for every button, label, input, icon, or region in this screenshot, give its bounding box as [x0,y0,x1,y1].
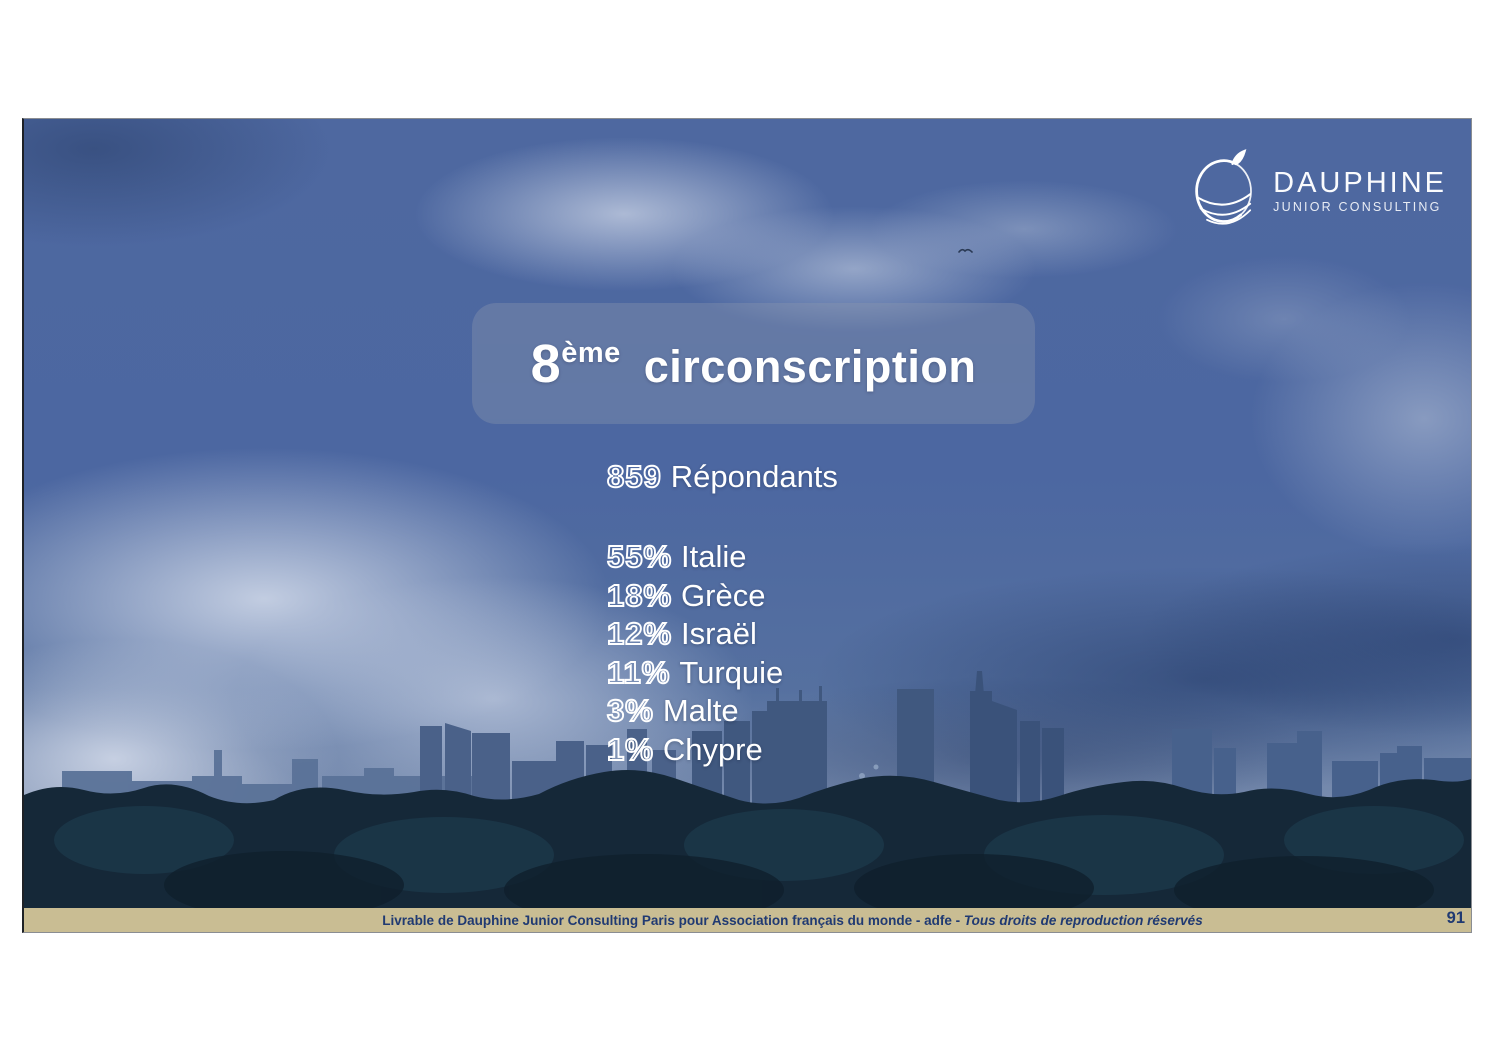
stat-row-chypre: 1% Chypre [606,731,838,770]
country-stats-list: 55% Italie 18% Grèce 12% Israël 11% Turquie … [606,538,838,770]
stat-label: Israël [681,616,757,652]
stat-row-turquie: 11% Turquie [606,654,838,693]
slide-title: 8ème circonscription [531,333,977,395]
stat-label: Italie [681,539,747,574]
globe-icon [1195,149,1253,225]
footer-bar: Livrable de Dauphine Junior Consulting P… [24,908,1471,932]
footer-text-italic: Tous droits de reproduction réservés [963,912,1203,928]
title-ordinal: ème [561,336,621,369]
dauphine-logo: DAUPHINE JUNIOR CONSULTING [1183,145,1447,237]
city-skyline [24,671,1471,910]
respondents-label: Répondants [670,459,838,494]
title-number: 8 [530,333,562,394]
stat-pct: 18% [606,577,673,614]
respondents-count: 859 [606,458,662,495]
respondents-line: 859 Répondants [606,458,838,495]
stat-label: Chypre [662,731,763,767]
stat-row-italie: 55% Italie [606,538,838,577]
slide: DAUPHINE JUNIOR CONSULTING 8ème circonsc… [22,118,1472,933]
stat-label: Grèce [681,577,766,613]
stat-pct: 1% [606,731,654,768]
stat-pct: 11% [606,654,671,691]
logo-text: DAUPHINE JUNIOR CONSULTING [1273,166,1447,215]
footer-text: Livrable de Dauphine Junior Consulting P… [382,913,1202,928]
stat-label: Turquie [679,654,784,690]
stat-row-grece: 18% Grèce [606,577,838,616]
background-photo: DAUPHINE JUNIOR CONSULTING 8ème circonsc… [24,119,1471,910]
stat-row-malte: 3% Malte [606,692,838,731]
stat-label: Malte [662,693,739,729]
logo-name: DAUPHINE [1273,166,1447,199]
stats-block: 859 Répondants 55% Italie 18% Grèce 12% Isra… [606,458,838,770]
stat-row-israel: 12% Israël [606,615,838,654]
title-text: circonscription [643,340,977,392]
footer-text-regular: Livrable de Dauphine Junior Consulting P… [382,912,964,928]
stat-pct: 3% [606,692,654,729]
bird-silhouette [958,248,973,253]
stat-pct: 55% [606,538,673,575]
title-box: 8ème circonscription [472,303,1035,424]
stat-pct: 12% [606,615,673,652]
page-number: 91 [1446,909,1465,927]
logo-subtitle: JUNIOR CONSULTING [1273,200,1442,215]
